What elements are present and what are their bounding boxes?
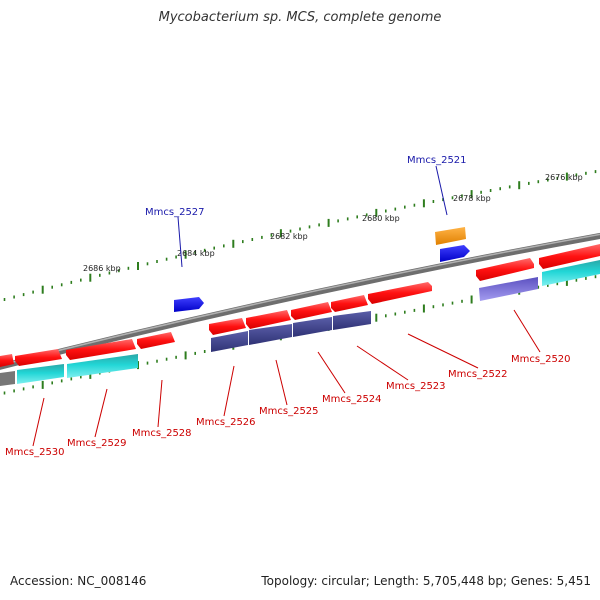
label-mmcs-2526[interactable]: Mmcs_2526 (196, 417, 256, 428)
gene-partial-right-forward[interactable] (539, 244, 600, 269)
genome-summary-text: Topology: circular; Length: 5,705,448 bp… (261, 574, 591, 588)
kbp-label-2682: 2682 kbp (270, 232, 308, 241)
label-mmcs-2527[interactable]: Mmcs_2527 (145, 207, 205, 218)
gene-partial-left-forward[interactable] (0, 354, 14, 367)
gene-mmcs-2526-forward[interactable] (209, 318, 246, 335)
label-mmcs-2530[interactable]: Mmcs_2530 (5, 447, 65, 458)
gene-mmcs-2530-reverse[interactable] (17, 364, 64, 384)
gene-mmcs-2523-reverse[interactable] (333, 311, 371, 330)
label-mmcs-2525[interactable]: Mmcs_2525 (259, 406, 319, 417)
gene-partial-left-reverse[interactable] (0, 371, 15, 386)
label-mmcs-2529[interactable]: Mmcs_2529 (67, 438, 127, 449)
label-mmcs-2521[interactable]: Mmcs_2521 (407, 155, 467, 166)
outer-tick-row (3, 170, 597, 301)
kbp-label-2678: 2678 kbp (453, 194, 491, 203)
accession-text: Accession: NC_008146 (10, 574, 147, 588)
gene-mmcs-2524-reverse[interactable] (293, 317, 332, 337)
label-mmcs-2520[interactable]: Mmcs_2520 (511, 354, 571, 365)
gene-mmcs-2520-forward[interactable] (476, 258, 534, 281)
gene-mmcs-2522-forward[interactable] (368, 282, 432, 304)
forward-red-genes (0, 244, 600, 367)
label-mmcs-2522[interactable]: Mmcs_2522 (448, 369, 508, 380)
label-mmcs-2528[interactable]: Mmcs_2528 (132, 428, 192, 439)
gene-mmcs-2523-forward[interactable] (331, 295, 368, 312)
genome-title: Mycobacterium sp. MCS, complete genome (158, 10, 442, 25)
reverse-genes (0, 260, 600, 386)
gene-mmcs-2529-forward[interactable] (66, 339, 136, 360)
kbp-label-2676: 2676 kbp (545, 173, 583, 182)
kbp-label-2680: 2680 kbp (362, 214, 400, 223)
gene-mmcs-2521-orange[interactable] (435, 227, 466, 245)
label-mmcs-2524[interactable]: Mmcs_2524 (322, 394, 382, 405)
gene-mmcs-2524-forward[interactable] (291, 302, 332, 320)
gene-mmcs-2528-forward[interactable] (137, 332, 175, 349)
gene-mmcs-2520-reverse[interactable] (479, 277, 538, 301)
gene-mmcs-2525-forward[interactable] (246, 310, 291, 329)
kbp-label-2684: 2684 kbp (177, 249, 215, 258)
gene-mmcs-2529-reverse[interactable] (67, 354, 138, 378)
gene-mmcs-2526-reverse[interactable] (211, 331, 248, 352)
gene-mmcs-2527[interactable] (174, 297, 204, 312)
gene-mmcs-2521-blue[interactable] (440, 245, 470, 262)
label-mmcs-2523[interactable]: Mmcs_2523 (386, 381, 446, 392)
genome-backbone (0, 232, 600, 370)
gene-mmcs-2525-reverse[interactable] (249, 324, 292, 345)
kbp-label-2686: 2686 kbp (83, 264, 121, 273)
label-leaders (32, 165, 541, 447)
gene-mmcs-2530-forward[interactable] (15, 349, 62, 366)
gene-partial-right-reverse[interactable] (542, 260, 600, 286)
